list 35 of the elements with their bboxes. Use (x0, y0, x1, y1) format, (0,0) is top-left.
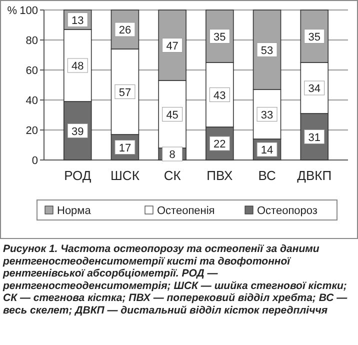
x-tick-label: ПВХ (206, 168, 234, 183)
data-label: 26 (118, 24, 132, 36)
y-axis-title: % (7, 5, 18, 17)
data-label: 35 (214, 31, 226, 44)
data-label: 47 (166, 40, 178, 52)
y-tick-label: 60 (26, 65, 38, 77)
legend-label: Остеопороз (257, 205, 318, 217)
data-label: 39 (71, 126, 84, 138)
x-tick-label: РОД (64, 168, 92, 183)
x-tick-label: СК (164, 168, 182, 183)
y-tick-label: 40 (26, 95, 38, 107)
data-label: 31 (308, 132, 321, 144)
data-label: 53 (260, 44, 274, 57)
x-tick-label: ШСК (110, 168, 140, 183)
x-tick-label: ДВКП (297, 168, 332, 183)
data-label: 33 (260, 109, 274, 122)
x-tick-label: ВС (258, 168, 276, 183)
y-tick-label: 80 (26, 35, 38, 47)
text: Рисунок 1. Частота остеопорозу та остеопенії за даними рентгеностеоденситометрії кисті та двофотонної рентгенівської абсорбціометрії. РОД — рентгеностеоденситометрія; ШСК — шийка стегнової кістки; СК — стегнова кістка; ПВХ — поперековий відділ хребта; ВС — весь скелет; ДВКП — дистальний відділ кісток передпліччя (2, 243, 348, 316)
data-label: 13 (71, 14, 84, 27)
legend-label: Норма (57, 205, 92, 217)
data-label: 22 (214, 138, 226, 150)
data-label: 48 (71, 60, 84, 72)
data-label: 34 (308, 83, 321, 95)
data-label: 35 (308, 31, 321, 44)
data-label: 14 (260, 144, 274, 156)
data-label: 43 (214, 90, 226, 102)
legend-label: Остеопенія (157, 205, 215, 217)
data-label: 17 (118, 142, 132, 154)
y-tick-label: 0 (32, 155, 38, 167)
y-tick-label: 100 (20, 5, 38, 17)
data-label: 57 (118, 86, 132, 99)
data-label: 8 (169, 149, 176, 161)
y-tick-label: 20 (26, 125, 38, 137)
data-label: 45 (166, 109, 178, 122)
